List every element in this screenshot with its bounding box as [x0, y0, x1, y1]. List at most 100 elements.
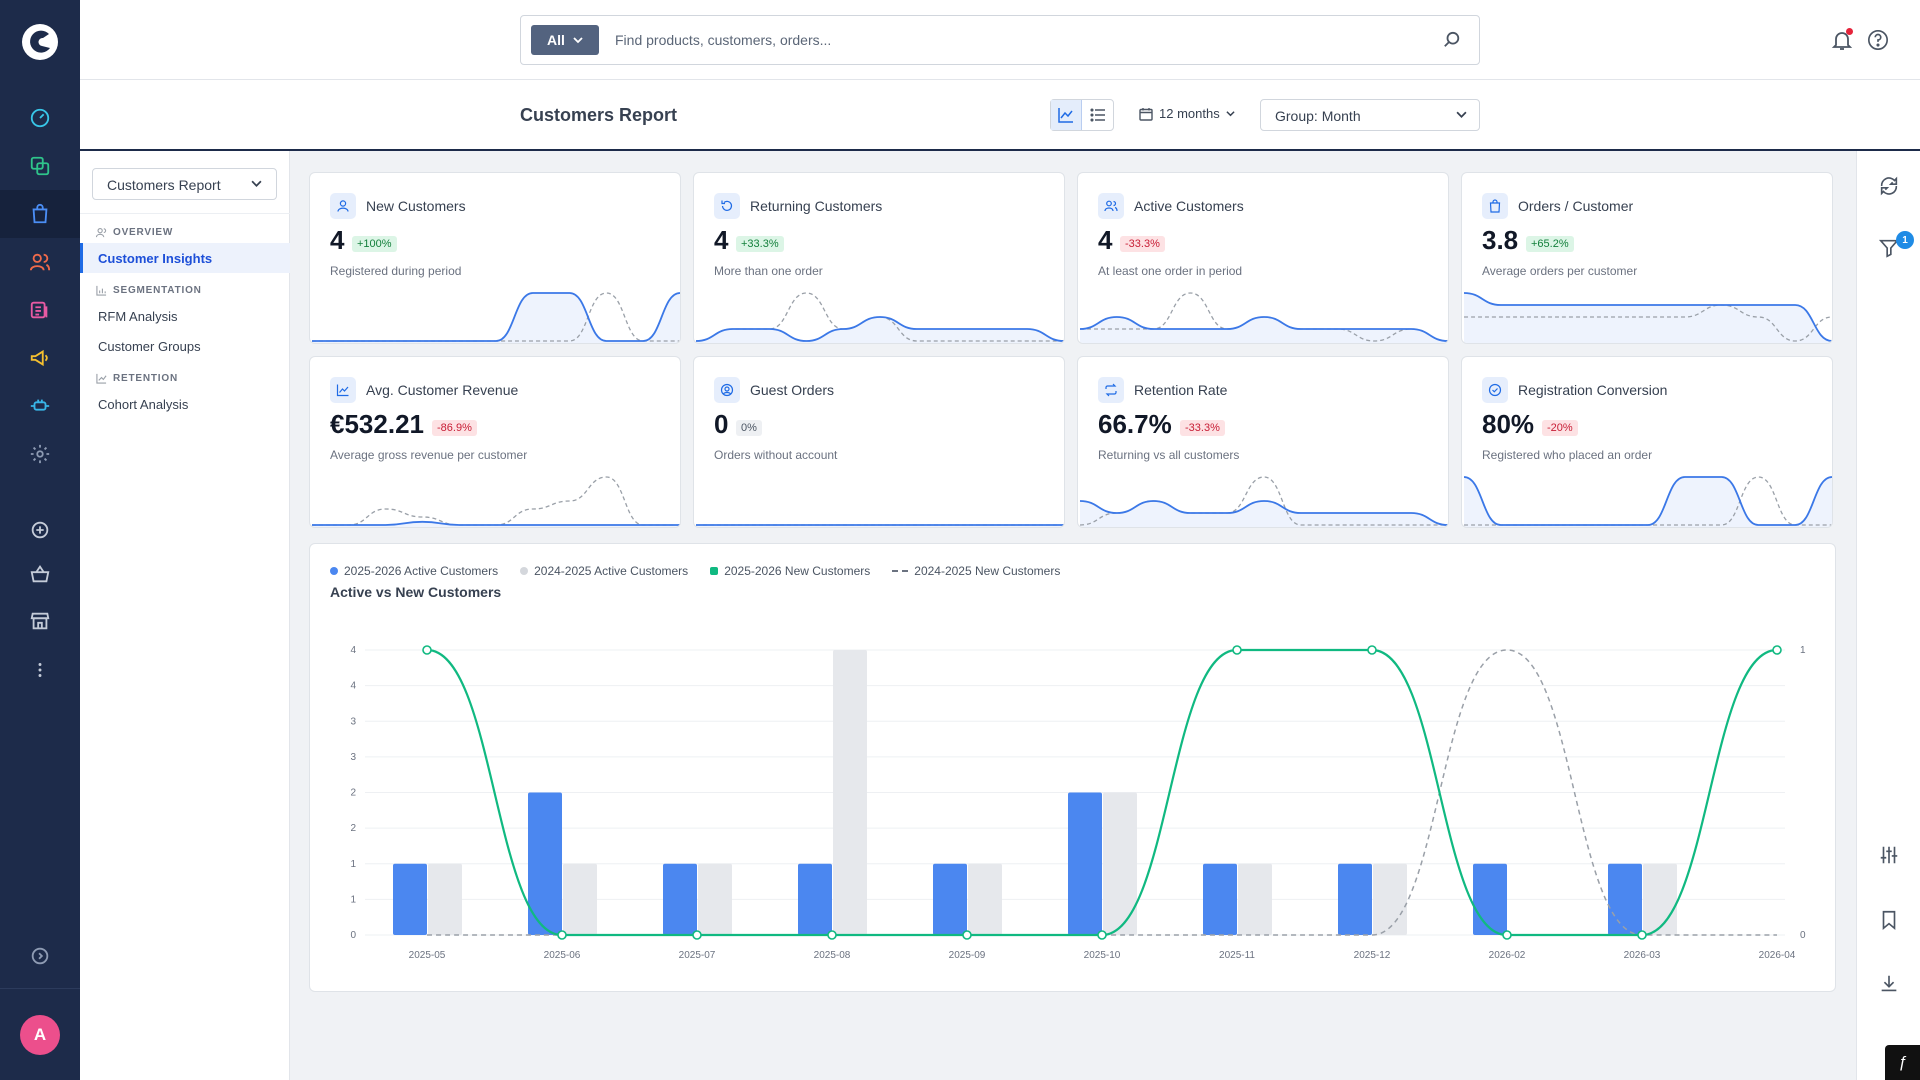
- bar-previous-active: [428, 863, 462, 935]
- check-circle-icon: [1482, 377, 1508, 403]
- dashboard-nav-icon[interactable]: [0, 94, 80, 142]
- kpi-sparkline: [695, 292, 1064, 343]
- trend-icon: [330, 377, 356, 403]
- kpi-value: 4: [330, 225, 345, 255]
- catalog-nav-icon[interactable]: [0, 142, 80, 190]
- bar-current-active: [528, 792, 562, 935]
- notifications-bell-icon[interactable]: [1830, 28, 1854, 52]
- headless-store-icon[interactable]: [0, 597, 80, 645]
- line-point: [827, 930, 837, 940]
- search-input[interactable]: Find products, customers, orders...: [615, 32, 832, 48]
- orders-nav-icon[interactable]: [0, 190, 80, 238]
- legend-label: 2025-2026 Active Customers: [344, 564, 499, 578]
- bookmark-icon[interactable]: [1878, 909, 1900, 931]
- more-menu-icon[interactable]: [0, 646, 80, 694]
- x-tick-label: 2026-04: [1759, 950, 1796, 961]
- kpi-sparkline: [1463, 476, 1832, 527]
- bar-current-active: [1338, 863, 1372, 935]
- bar-previous-active: [1643, 863, 1677, 935]
- legend-item-new-current[interactable]: 2025-2026 New Customers: [710, 564, 870, 578]
- y-tick-label: 1: [350, 894, 356, 905]
- kpi-card-orders-customer[interactable]: Orders / Customer 3.8 +65.2% Average orders…: [1461, 172, 1833, 344]
- refresh-icon[interactable]: [1878, 175, 1900, 197]
- sparkline-area: [1080, 501, 1448, 527]
- kpi-delta-badge: 0%: [736, 420, 762, 436]
- top-bar: All Find products, customers, orders...: [80, 0, 1920, 80]
- global-search[interactable]: All Find products, customers, orders...: [520, 15, 1480, 65]
- kpi-card-new-customers[interactable]: New Customers 4 +100% Registered during per…: [309, 172, 681, 344]
- settings-nav-icon[interactable]: [0, 430, 80, 478]
- extensions-nav-icon[interactable]: [0, 382, 80, 430]
- legend-item-active-current[interactable]: 2025-2026 Active Customers: [330, 564, 498, 578]
- search-icon[interactable]: [1443, 31, 1461, 49]
- bag-icon: [1482, 193, 1508, 219]
- legend-item-new-previous[interactable]: 2024-2025 New Customers: [892, 564, 1060, 578]
- period-picker[interactable]: 12 months: [1139, 106, 1235, 121]
- report-select[interactable]: Customers Report: [92, 168, 277, 200]
- sparkline-previous: [1464, 476, 1832, 526]
- calendar-icon: [1139, 107, 1153, 121]
- kpi-card-registration-conversion[interactable]: Registration Conversion 80% -20% Registered…: [1461, 356, 1833, 528]
- line-point: [557, 930, 567, 940]
- legend-label: 2025-2026 New Customers: [724, 564, 871, 578]
- kpi-sparkline: [311, 476, 680, 527]
- x-tick-label: 2025-10: [1084, 950, 1121, 961]
- line-point: [1367, 645, 1377, 655]
- group-by-label: Group: Month: [1275, 108, 1361, 124]
- sidebar-actions: 1: [1856, 151, 1920, 1080]
- kpi-description: Orders without account: [714, 448, 838, 462]
- repeat-icon: [1098, 377, 1124, 403]
- table-view-button[interactable]: [1082, 100, 1113, 130]
- kpi-sparkline: [1463, 292, 1832, 343]
- legend-item-active-previous[interactable]: 2024-2025 Active Customers: [520, 564, 688, 578]
- kpi-card-avg-customer-revenue[interactable]: Avg. Customer Revenue €532.21 -86.9% Averag…: [309, 356, 681, 528]
- sliders-icon[interactable]: [1878, 844, 1900, 866]
- kpi-card-retention-rate[interactable]: Retention Rate 66.7% -33.3% Returning vs al…: [1077, 356, 1449, 528]
- help-icon[interactable]: [1867, 29, 1889, 51]
- legend-swatch: [892, 570, 909, 572]
- sparkline-area: [1080, 317, 1448, 343]
- bar-chart-icon: [96, 285, 107, 296]
- kpi-description: Registered during period: [330, 264, 462, 278]
- kpi-card-guest-orders[interactable]: Guest Orders 0 0% Orders without account: [693, 356, 1065, 528]
- chevron-down-icon: [573, 37, 583, 44]
- search-scope-dropdown[interactable]: All: [531, 25, 599, 55]
- kpi-description: Average gross revenue per customer: [330, 448, 528, 462]
- collapse-menu-icon[interactable]: [0, 932, 80, 980]
- bar-current-active: [933, 863, 967, 935]
- kpi-card-returning-customers[interactable]: Returning Customers 4 +33.3% More than one …: [693, 172, 1065, 344]
- debug-toolbar-icon[interactable]: ƒ: [1885, 1045, 1920, 1080]
- app-logo-icon[interactable]: [20, 22, 60, 62]
- customers-nav-icon[interactable]: [0, 238, 80, 286]
- storefront-basket-icon[interactable]: [0, 550, 80, 598]
- chart-title: Active vs New Customers: [330, 584, 502, 600]
- nav-item-customer-groups[interactable]: Customer Groups: [98, 339, 201, 354]
- sparkline-previous: [1464, 304, 1832, 342]
- x-tick-label: 2026-02: [1489, 950, 1526, 961]
- nav-item-customer-insights[interactable]: Customer Insights: [80, 243, 290, 273]
- section-label: RETENTION: [113, 373, 178, 384]
- bar-current-active: [663, 863, 697, 935]
- line-point: [422, 645, 432, 655]
- bar-previous-active: [968, 863, 1002, 935]
- download-icon[interactable]: [1878, 973, 1900, 995]
- add-sales-channel-icon[interactable]: [0, 506, 80, 554]
- nav-item-rfm-analysis[interactable]: RFM Analysis: [98, 309, 178, 324]
- marketing-nav-icon[interactable]: [0, 334, 80, 382]
- y-tick-label: 1: [350, 859, 356, 870]
- filter-count-badge: 1: [1896, 231, 1914, 249]
- chart-view-button[interactable]: [1051, 100, 1083, 130]
- kpi-value: 0: [714, 409, 729, 439]
- user-avatar[interactable]: A: [20, 1015, 60, 1055]
- legend-label: 2024-2025 New Customers: [914, 564, 1061, 578]
- kpi-card-active-customers[interactable]: Active Customers 4 -33.3% At least one orde…: [1077, 172, 1449, 344]
- sparkline-area: [696, 317, 1064, 343]
- legend-label: 2024-2025 Active Customers: [534, 564, 689, 578]
- kpi-delta-badge: +100%: [352, 236, 397, 252]
- bar-current-active: [1473, 863, 1507, 935]
- x-tick-label: 2025-08: [814, 950, 851, 961]
- content-nav-icon[interactable]: [0, 286, 80, 334]
- group-by-select[interactable]: Group: Month: [1260, 99, 1480, 131]
- kpi-delta-badge: +65.2%: [1526, 236, 1574, 252]
- nav-item-cohort-analysis[interactable]: Cohort Analysis: [98, 397, 189, 412]
